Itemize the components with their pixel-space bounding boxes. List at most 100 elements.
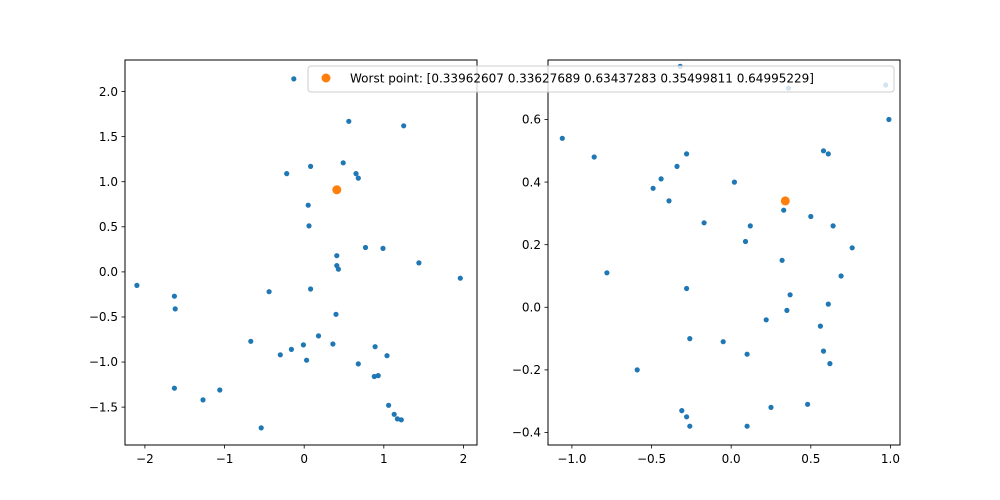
- right-data-point: [559, 135, 565, 141]
- right-data-point: [825, 301, 831, 307]
- left-data-point: [308, 163, 314, 169]
- right-data-point: [820, 148, 827, 154]
- left-x-tick-label: 1: [380, 452, 388, 466]
- left-y-tick-label: −1.5: [89, 400, 118, 414]
- left-data-point: [258, 425, 264, 431]
- left-data-point: [372, 344, 378, 350]
- left-data-point: [353, 171, 359, 177]
- left-y-tick-label: 0.0: [99, 265, 118, 279]
- left-data-point: [291, 76, 297, 82]
- right-data-point: [744, 423, 750, 429]
- left-data-point: [288, 346, 294, 352]
- right-data-point: [817, 323, 824, 329]
- left-x-tick-label: 2: [460, 452, 468, 466]
- right-data-point: [808, 213, 814, 220]
- right-data-point: [805, 401, 811, 407]
- legend-label: Worst point: [0.33962607 0.33627689 0.63…: [350, 72, 814, 86]
- right-plot-points: [559, 63, 892, 429]
- right-data-point: [830, 223, 836, 229]
- left-data-point: [171, 293, 177, 299]
- right-scatter-plot: −1.0 −0.5 0.0 0.5 1.0 −0.4 −0.2 0.0 0.2 0.4 0.6: [512, 59, 901, 466]
- left-data-point: [398, 417, 404, 423]
- right-data-point: [781, 207, 787, 213]
- right-data-point: [720, 339, 726, 345]
- left-data-point: [134, 282, 140, 288]
- right-data-point: [701, 220, 707, 226]
- left-data-point: [333, 311, 339, 317]
- right-y-tick-label: 0.6: [522, 113, 541, 127]
- left-x-tick-label: 0: [300, 452, 308, 466]
- left-data-point: [401, 123, 407, 129]
- left-data-point: [172, 306, 178, 312]
- left-x-tick-label: −2: [136, 452, 154, 466]
- right-data-point: [674, 163, 680, 169]
- left-data-point: [380, 245, 386, 251]
- right-data-point: [747, 223, 753, 229]
- left-data-point: [304, 357, 310, 363]
- left-data-point: [384, 353, 390, 359]
- left-data-point: [217, 387, 223, 393]
- right-y-tick-label: 0.0: [522, 300, 541, 314]
- legend: Worst point: [0.33962607 0.33627689 0.63…: [307, 65, 895, 93]
- left-data-point: [355, 175, 361, 181]
- right-data-point: [779, 257, 785, 263]
- right-plot-x-axis: −1.0 −0.5 0.0 0.5 1.0: [557, 445, 900, 466]
- right-data-point: [687, 423, 693, 429]
- right-y-tick-label: −0.4: [512, 426, 541, 440]
- left-data-point: [284, 171, 290, 177]
- right-data-point: [684, 151, 690, 157]
- right-worst-point-marker: [780, 196, 790, 206]
- left-data-point: [248, 338, 254, 344]
- legend-box: [307, 65, 895, 93]
- right-data-point: [684, 414, 690, 420]
- left-data-point: [340, 160, 346, 166]
- right-data-point: [763, 317, 769, 323]
- left-data-point: [335, 266, 341, 272]
- left-data-point: [416, 260, 422, 266]
- right-x-tick-label: −1.0: [557, 452, 586, 466]
- right-plot-y-axis: −0.4 −0.2 0.0 0.2 0.4 0.6: [512, 113, 548, 440]
- right-data-point: [768, 404, 774, 410]
- left-data-point: [277, 352, 283, 358]
- right-x-tick-label: 1.0: [881, 452, 900, 466]
- left-data-point: [391, 411, 397, 417]
- left-data-point: [334, 253, 340, 259]
- left-y-tick-label: −0.5: [89, 310, 118, 324]
- right-data-point: [742, 238, 749, 245]
- left-data-point: [330, 341, 336, 347]
- left-data-point: [394, 416, 400, 422]
- left-x-tick-label: −1: [216, 452, 234, 466]
- right-data-point: [784, 307, 790, 313]
- right-data-point: [787, 292, 793, 298]
- left-data-point: [306, 223, 312, 229]
- right-data-point: [838, 273, 844, 279]
- left-data-point: [386, 402, 392, 408]
- left-y-tick-label: 1.0: [99, 175, 118, 189]
- left-y-tick-label: −1.0: [89, 355, 118, 369]
- left-worst-point-marker: [332, 185, 342, 195]
- left-data-point: [266, 289, 272, 295]
- right-data-point: [684, 285, 690, 292]
- left-plot-points: [134, 76, 463, 431]
- left-data-point: [315, 333, 322, 339]
- right-y-tick-label: −0.2: [512, 363, 541, 377]
- left-data-point: [200, 397, 206, 403]
- left-data-point: [362, 244, 369, 251]
- left-plot-x-axis: −2 −1 0 1 2: [136, 445, 467, 466]
- right-data-point: [820, 348, 827, 354]
- left-scatter-plot: −2 −1 0 1 2 −1.5 −1.0 −0.5 0.0 0.5 1.0 1.5 2.0: [89, 59, 478, 466]
- left-plot-y-axis: −1.5 −1.0 −0.5 0.0 0.5 1.0 1.5 2.0: [89, 85, 125, 414]
- right-plot-frame: [547, 59, 901, 446]
- right-data-point: [886, 116, 892, 123]
- left-y-tick-label: 1.5: [99, 130, 118, 144]
- right-data-point: [687, 336, 693, 342]
- left-data-point: [305, 202, 311, 208]
- right-y-tick-label: 0.2: [522, 238, 541, 252]
- left-data-point: [300, 342, 306, 348]
- right-data-point: [849, 245, 855, 251]
- left-data-point: [371, 373, 377, 380]
- left-data-point: [308, 286, 314, 292]
- left-data-point: [375, 373, 381, 379]
- right-data-point: [604, 270, 610, 276]
